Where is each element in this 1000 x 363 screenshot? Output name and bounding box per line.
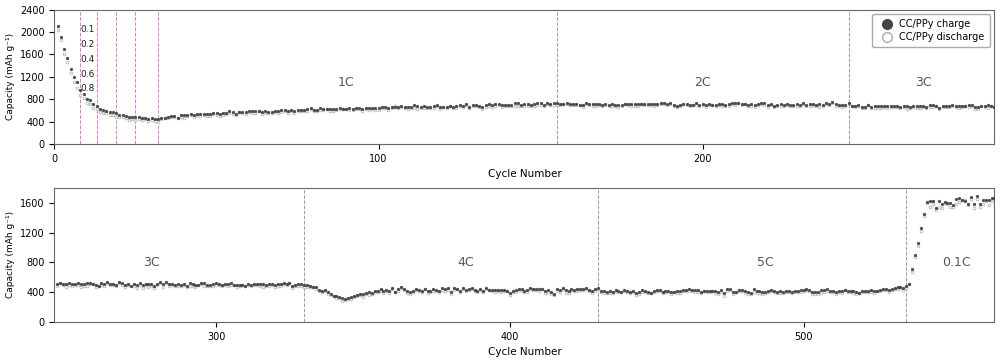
Y-axis label: Capacity (mAh g⁻¹): Capacity (mAh g⁻¹): [6, 33, 15, 121]
Text: 0.2: 0.2: [80, 40, 95, 49]
X-axis label: Cycle Number: Cycle Number: [488, 347, 561, 358]
Text: 2C: 2C: [694, 76, 711, 89]
Text: 0.1C: 0.1C: [942, 256, 971, 269]
Text: 0.1: 0.1: [80, 25, 95, 34]
Text: 0.6: 0.6: [80, 69, 95, 78]
Text: 3C: 3C: [143, 256, 160, 269]
Legend: CC/PPy charge, CC/PPy discharge: CC/PPy charge, CC/PPy discharge: [872, 15, 990, 47]
Text: 0.4: 0.4: [80, 55, 95, 64]
Text: 0.8: 0.8: [80, 83, 95, 93]
Text: 1C: 1C: [338, 76, 354, 89]
Text: 4C: 4C: [457, 256, 474, 269]
Y-axis label: Capacity (mAh g⁻¹): Capacity (mAh g⁻¹): [6, 211, 15, 298]
Text: 5C: 5C: [757, 256, 774, 269]
X-axis label: Cycle Number: Cycle Number: [488, 169, 561, 179]
Text: 3C: 3C: [915, 76, 931, 89]
